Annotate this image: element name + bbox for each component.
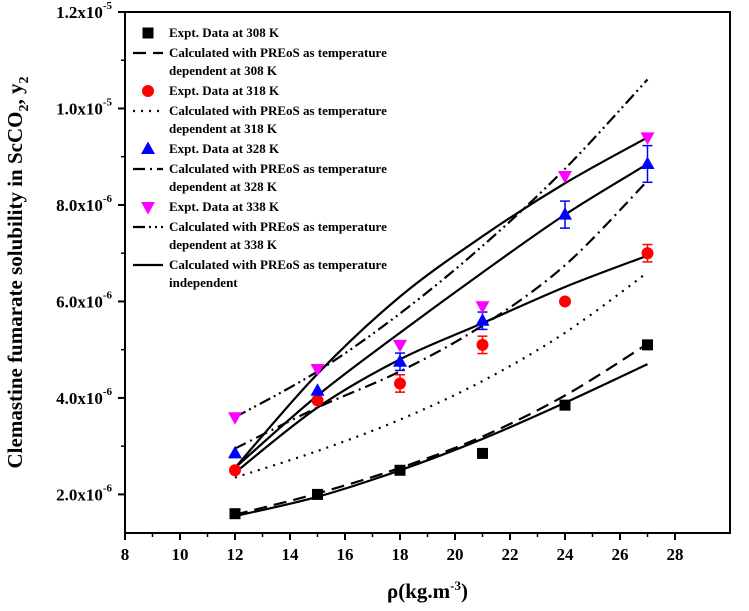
legend-label: Expt. Data at 328 K (169, 141, 280, 156)
data-point-triangle-down (310, 363, 325, 377)
data-point-triangle-down (640, 132, 655, 145)
x-axis: 8 10 12 14 16 18 20 22 24 26 28 (121, 533, 684, 564)
legend-label: dependent at 308 K (169, 63, 278, 78)
data-point-triangle-up (228, 445, 242, 459)
y-tick-label: 6.0x10-6 (56, 289, 112, 311)
x-axis-title: ρ(kg.m-3) (387, 578, 468, 603)
calculated-line-dashdotdot (234, 78, 649, 419)
x-tick-label: 26 (612, 545, 629, 564)
x-tick-label: 16 (337, 545, 354, 564)
data-point-square (477, 447, 488, 459)
y-axis-title: Clemastine fumarate solubility in ScCO2,… (3, 77, 32, 469)
legend-label: Expt. Data at 338 K (169, 199, 280, 214)
data-point-square (642, 339, 653, 351)
data-point-circle (394, 377, 406, 390)
legend-label: dependent at 328 K (169, 179, 278, 194)
data-point-triangle-down (393, 339, 407, 353)
y-axis: 2.0x10-6 4.0x10-6 6.0x10-6 8.0x10-6 1.0x10-5… (56, 0, 125, 504)
data-point-circle (641, 247, 654, 260)
calculated-line-dash (234, 342, 649, 516)
calculated-line-solid (234, 363, 648, 518)
legend-marker-square (142, 27, 154, 39)
data-point-triangle-up (558, 207, 572, 220)
calculated-line-solid (234, 254, 648, 474)
y-tick-label: 4.0x10-6 (56, 386, 112, 408)
data-point-triangle-up (393, 354, 407, 367)
legend-marker-circle (142, 85, 154, 97)
y-tick-label: 1.2x10-5 (56, 0, 112, 22)
legend-label: Calculated with PREoS as temperature (169, 257, 387, 272)
x-tick-label: 24 (557, 545, 575, 564)
y-tick-label: 2.0x10-6 (56, 482, 112, 504)
calculated-line-dot (234, 271, 649, 479)
data-point-circle (229, 464, 241, 477)
data-point-triangle-up (310, 383, 325, 396)
data-point-triangle-down (228, 412, 242, 425)
data-point-triangle-down (558, 171, 572, 184)
calculated-line-solid (234, 136, 649, 469)
data-point-square (229, 508, 241, 520)
legend-label: independent (169, 275, 238, 290)
data-point-circle (476, 338, 489, 351)
x-tick-label: 8 (121, 545, 130, 564)
plot-area (228, 78, 655, 520)
legend-label: Calculated with PREoS as temperature (169, 219, 387, 234)
legend-marker-triangle-down (141, 202, 155, 215)
legend-label: dependent at 318 K (169, 121, 278, 136)
data-point-triangle-up (475, 313, 490, 326)
legend-label: Expt. Data at 308 K (169, 25, 280, 40)
x-tick-label: 10 (172, 545, 189, 564)
legend-label: Expt. Data at 318 K (169, 83, 280, 98)
legend-label: Calculated with PREoS as temperature (169, 103, 387, 118)
data-point-triangle-down (475, 301, 490, 314)
legend-label: Calculated with PREoS as temperature (169, 45, 387, 60)
legend-label: Calculated with PREoS as temperature (169, 161, 387, 176)
x-tick-label: 20 (447, 545, 464, 564)
x-tick-label: 18 (392, 545, 409, 564)
y-tick-label: 1.0x10-5 (56, 96, 112, 118)
data-point-circle (311, 394, 324, 407)
x-tick-label: 28 (667, 545, 684, 564)
x-tick-label: 12 (227, 545, 244, 564)
y-tick-label: 8.0x10-6 (56, 193, 112, 215)
data-point-square (559, 399, 571, 411)
data-point-square (312, 488, 323, 500)
x-tick-label: 14 (282, 545, 300, 564)
data-point-circle (559, 295, 571, 308)
legend-marker-triangle-up (141, 141, 155, 154)
x-tick-label: 22 (502, 545, 519, 564)
data-point-triangle-up (640, 156, 655, 169)
legend-label: dependent at 338 K (169, 237, 278, 252)
legend: Expt. Data at 308 K Calculated with PREoS… (133, 25, 387, 290)
data-point-square (394, 464, 406, 476)
